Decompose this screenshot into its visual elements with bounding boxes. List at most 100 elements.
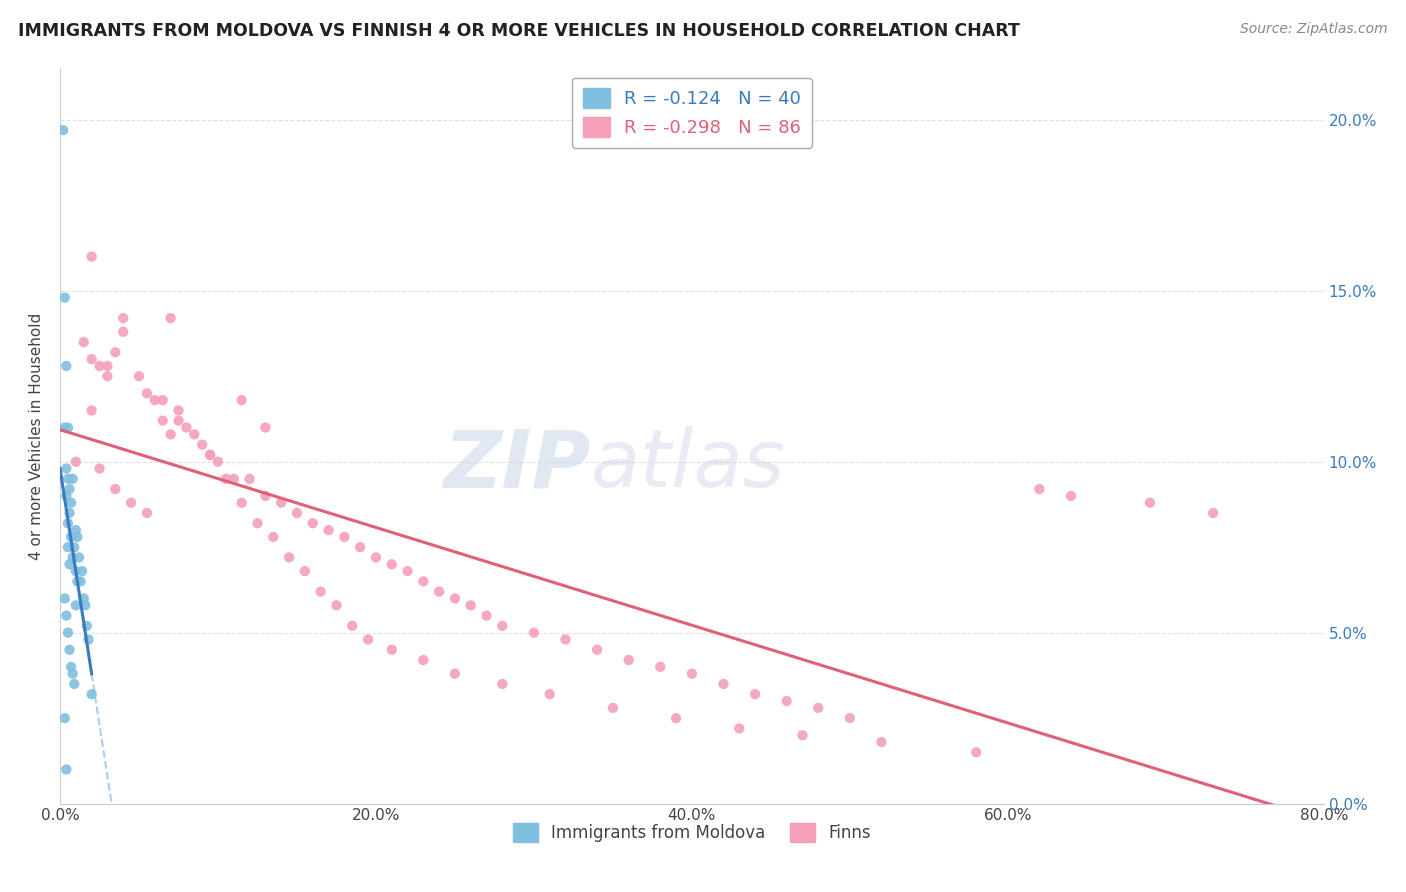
Point <box>120 496 142 510</box>
Point <box>73 334 96 349</box>
Point <box>270 496 292 510</box>
Point <box>318 523 340 537</box>
Point <box>80 250 103 264</box>
Point <box>444 591 467 606</box>
Point <box>65 599 87 613</box>
Point <box>325 599 347 613</box>
Point <box>128 369 150 384</box>
Point <box>62 472 84 486</box>
Point <box>62 666 84 681</box>
Point <box>66 574 89 589</box>
Point <box>870 735 893 749</box>
Point <box>650 660 672 674</box>
Point <box>58 642 80 657</box>
Point <box>1202 506 1225 520</box>
Point <box>65 523 87 537</box>
Point <box>73 591 96 606</box>
Point <box>56 472 79 486</box>
Point <box>412 574 434 589</box>
Point <box>58 506 80 520</box>
Point <box>65 455 87 469</box>
Point <box>681 666 703 681</box>
Point <box>191 437 214 451</box>
Point <box>1028 482 1050 496</box>
Point <box>62 550 84 565</box>
Point <box>427 584 450 599</box>
Point <box>333 530 356 544</box>
Point <box>239 472 262 486</box>
Point <box>55 489 77 503</box>
Point <box>285 506 308 520</box>
Point <box>80 403 103 417</box>
Point <box>309 584 332 599</box>
Point <box>278 550 301 565</box>
Point <box>167 403 190 417</box>
Y-axis label: 4 or more Vehicles in Household: 4 or more Vehicles in Household <box>30 312 44 559</box>
Point <box>444 666 467 681</box>
Point <box>246 516 269 531</box>
Point <box>523 625 546 640</box>
Point <box>53 711 76 725</box>
Point <box>55 461 77 475</box>
Point <box>198 448 221 462</box>
Point <box>60 660 83 674</box>
Point <box>713 677 735 691</box>
Point <box>1060 489 1083 503</box>
Point <box>254 420 277 434</box>
Point <box>52 123 75 137</box>
Point <box>60 496 83 510</box>
Point <box>53 591 76 606</box>
Point <box>96 369 118 384</box>
Point <box>231 496 253 510</box>
Point <box>475 608 498 623</box>
Point <box>55 763 77 777</box>
Point <box>381 642 404 657</box>
Point <box>838 711 860 725</box>
Point <box>775 694 797 708</box>
Point <box>152 414 174 428</box>
Point <box>342 619 364 633</box>
Point <box>965 745 987 759</box>
Point <box>53 291 76 305</box>
Point <box>301 516 323 531</box>
Point <box>159 311 181 326</box>
Point <box>364 550 387 565</box>
Point <box>412 653 434 667</box>
Point <box>381 558 404 572</box>
Point <box>586 642 609 657</box>
Point <box>70 564 93 578</box>
Point <box>135 386 157 401</box>
Point <box>207 455 229 469</box>
Point <box>294 564 316 578</box>
Point <box>159 427 181 442</box>
Point <box>176 420 198 434</box>
Point <box>357 632 380 647</box>
Text: ZIP: ZIP <box>443 426 591 505</box>
Point <box>56 420 79 434</box>
Point <box>104 482 127 496</box>
Point <box>262 530 284 544</box>
Point <box>58 482 80 496</box>
Point <box>1139 496 1161 510</box>
Text: Source: ZipAtlas.com: Source: ZipAtlas.com <box>1240 22 1388 37</box>
Legend: R = -0.124   N = 40, R = -0.298   N = 86: R = -0.124 N = 40, R = -0.298 N = 86 <box>572 78 811 148</box>
Point <box>396 564 419 578</box>
Point <box>63 540 86 554</box>
Point <box>491 677 513 691</box>
Point <box>63 677 86 691</box>
Point <box>80 687 103 701</box>
Point <box>349 540 371 554</box>
Point <box>56 516 79 531</box>
Text: IMMIGRANTS FROM MOLDOVA VS FINNISH 4 OR MORE VEHICLES IN HOUSEHOLD CORRELATION C: IMMIGRANTS FROM MOLDOVA VS FINNISH 4 OR … <box>18 22 1021 40</box>
Point <box>167 414 190 428</box>
Point <box>491 619 513 633</box>
Point <box>55 608 77 623</box>
Point <box>56 540 79 554</box>
Point <box>807 701 830 715</box>
Point <box>56 625 79 640</box>
Point <box>76 619 98 633</box>
Point <box>183 427 205 442</box>
Point <box>69 574 91 589</box>
Point <box>104 345 127 359</box>
Point <box>60 530 83 544</box>
